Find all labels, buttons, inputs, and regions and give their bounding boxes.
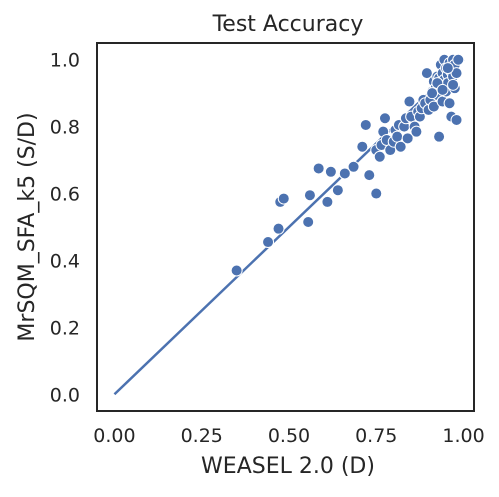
scatter-point (403, 95, 416, 108)
x-tick-label: 0.00 (93, 425, 135, 447)
x-axis-title: WEASEL 2.0 (D) (201, 454, 375, 479)
points-layer (230, 53, 465, 277)
x-tick-label: 0.50 (268, 425, 310, 447)
scatter-point (452, 53, 465, 66)
scatter-point (394, 140, 407, 153)
scatter-point (401, 132, 414, 145)
scatter-point (433, 130, 446, 143)
y-tick-label: 0.2 (50, 317, 80, 339)
y-axis-ticks: 0.0 0.2 0.4 0.6 0.8 1.0 (50, 50, 80, 407)
scatter-point (391, 130, 404, 143)
scatter-point (359, 118, 372, 131)
plot-frame (96, 42, 475, 412)
scatter-point (347, 160, 360, 173)
x-tick-label: 0.25 (181, 425, 223, 447)
scatter-point (272, 222, 285, 235)
scatter-point (331, 184, 344, 197)
y-tick-label: 0.0 (50, 384, 80, 406)
scatter-point (262, 236, 275, 249)
scatter-point (447, 78, 460, 91)
scatter-point (303, 189, 316, 202)
scatter-point (302, 215, 315, 228)
scatter-point (324, 165, 337, 178)
scatter-point (443, 97, 456, 110)
scatter-point (436, 83, 449, 96)
scatter-point (450, 113, 463, 126)
y-tick-label: 0.6 (50, 184, 80, 206)
y-tick-label: 0.4 (50, 250, 80, 272)
scatter-point (363, 169, 376, 182)
scatter-point (378, 112, 391, 125)
x-tick-label: 0.75 (355, 425, 397, 447)
scatter-point (410, 125, 423, 138)
scatter-point (441, 62, 454, 75)
scatter-point (338, 167, 351, 180)
scatter-point (426, 87, 439, 100)
chart-title: Test Accuracy (212, 12, 364, 37)
scatter-point (277, 192, 290, 205)
y-tick-label: 1.0 (50, 50, 80, 72)
x-axis-ticks: 0.00 0.25 0.50 0.75 1.00 (93, 425, 484, 447)
scatter-point (356, 140, 369, 153)
scatter-point (230, 264, 243, 277)
y-axis-title: MrSQM_SFA_k5 (S/D) (15, 112, 40, 341)
scatter-point (321, 195, 334, 208)
scatter-point (370, 187, 383, 200)
x-tick-label: 1.00 (442, 425, 484, 447)
y-tick-label: 0.8 (50, 117, 80, 139)
scatter-point (373, 150, 386, 163)
scatter-point (312, 162, 325, 175)
